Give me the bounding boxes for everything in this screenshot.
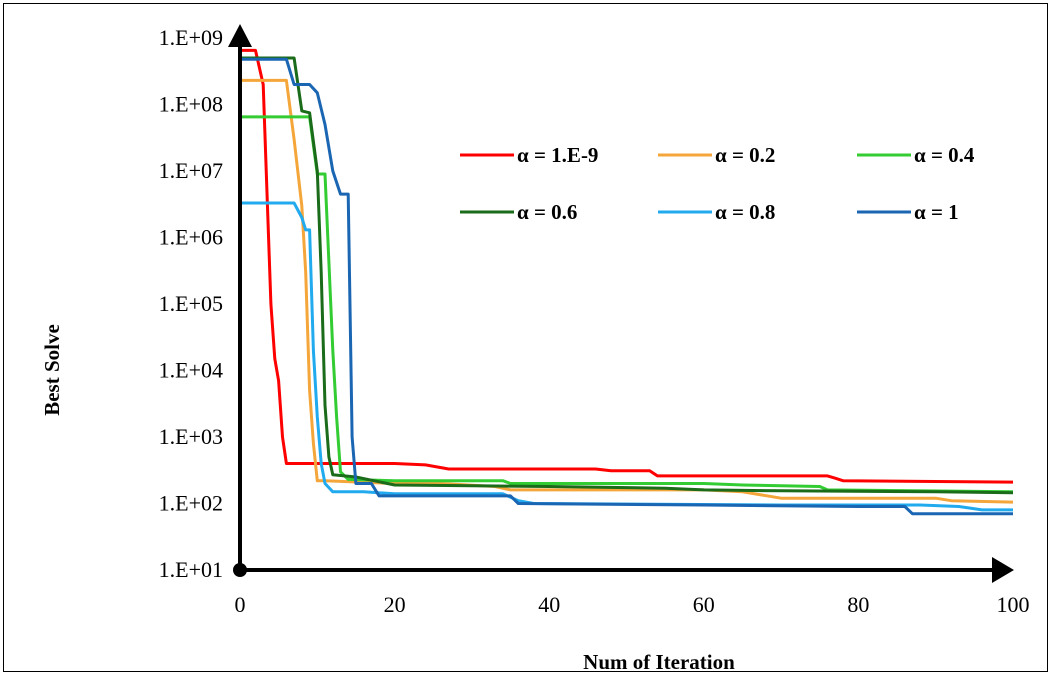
series-line-3 <box>240 115 1014 494</box>
y-tick-label: 1.E+04 <box>159 358 223 383</box>
y-axis-title: Best Solve <box>40 324 64 416</box>
y-tick-label: 1.E+02 <box>159 491 223 516</box>
legend-label: α = 0.2 <box>715 143 775 167</box>
series-line-4 <box>240 56 1014 495</box>
legend-label: α = 1.E-9 <box>517 143 598 167</box>
x-axis-arrow-icon <box>992 557 1014 583</box>
y-tick-label: 1.E+01 <box>159 557 223 582</box>
legend-label: α = 0.4 <box>914 143 975 167</box>
x-tick-labels: 0 20 40 60 80 100 <box>235 592 1030 617</box>
y-tick-label: 1.E+07 <box>159 158 223 183</box>
legend-label: α = 0.6 <box>517 200 577 224</box>
series-line-2 <box>240 78 1014 504</box>
x-axis-title: Num of Iteration <box>583 650 735 674</box>
y-tick-labels: 1.E+01 1.E+02 1.E+03 1.E+04 1.E+05 1.E+06 1.E+… <box>159 25 223 582</box>
chart-frame <box>3 3 1048 672</box>
legend-label: α = 1 <box>914 200 959 224</box>
y-tick-label: 1.E+05 <box>159 291 223 316</box>
y-tick-label: 1.E+08 <box>159 92 223 117</box>
x-tick-label: 100 <box>997 592 1030 617</box>
legend-label: α = 0.8 <box>715 200 775 224</box>
x-tick-label: 60 <box>693 592 715 617</box>
x-tick-label: 0 <box>235 592 246 617</box>
series-line-6 <box>240 57 1013 516</box>
x-tick-label: 40 <box>538 592 560 617</box>
y-tick-label: 1.E+09 <box>159 25 223 50</box>
x-tick-label: 20 <box>384 592 406 617</box>
x-tick-label: 80 <box>847 592 869 617</box>
y-tick-label: 1.E+03 <box>159 424 223 449</box>
series-line-1 <box>240 48 1014 484</box>
y-tick-label: 1.E+06 <box>159 225 223 250</box>
legend: α = 1.E-9 α = 0.2 α = 0.4 α = 0.6 α = 0.8 α =… <box>460 143 975 224</box>
origin-dot-icon <box>233 563 247 577</box>
series-line-5 <box>240 201 1013 512</box>
series-layer <box>240 48 1014 516</box>
axes <box>228 24 1014 583</box>
y-axis-arrow-icon <box>228 24 252 47</box>
